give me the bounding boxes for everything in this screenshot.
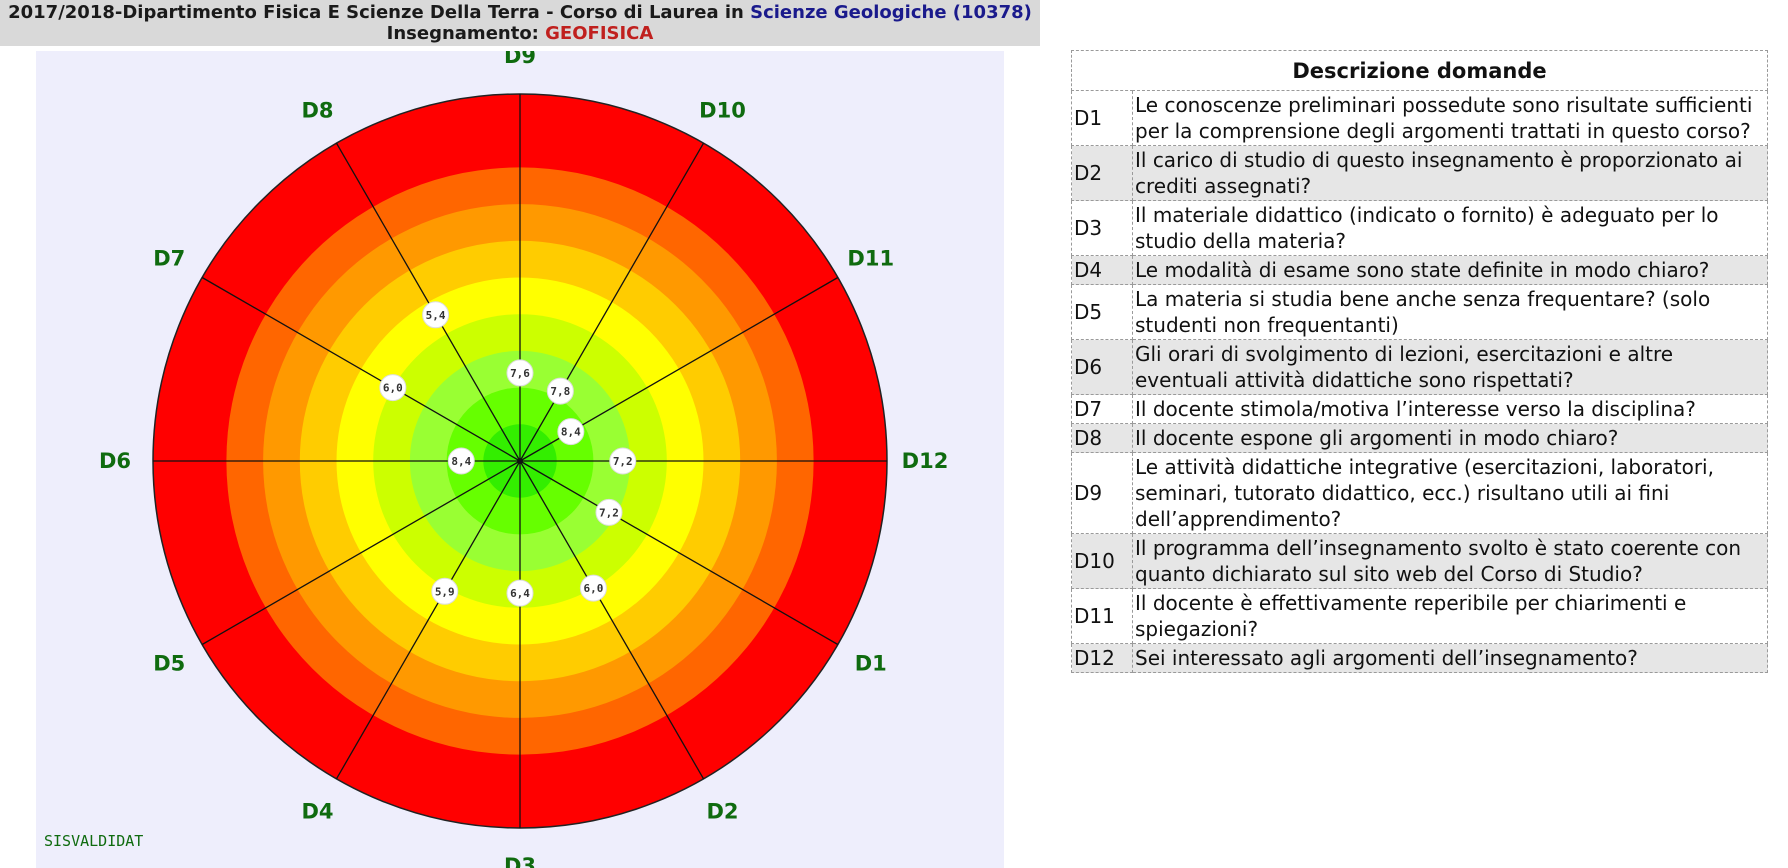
value-marker bbox=[546, 377, 574, 405]
questions-table-title: Descrizione domande bbox=[1071, 50, 1768, 91]
value-label: 5,9 bbox=[435, 585, 455, 598]
axis-label: D5 bbox=[153, 652, 185, 676]
axis-line bbox=[519, 460, 839, 646]
value-label: 5,4 bbox=[426, 309, 446, 322]
question-text: Le attività didattiche integrative (eser… bbox=[1132, 452, 1768, 534]
question-row: D7 Il docente stimola/motiva l’interesse … bbox=[1071, 394, 1768, 424]
value-label: 6,0 bbox=[583, 582, 603, 595]
axis-label: D10 bbox=[699, 98, 746, 122]
subject-label: Insegnamento: bbox=[386, 23, 546, 44]
question-code: D3 bbox=[1071, 200, 1133, 256]
axis-label: D6 bbox=[99, 449, 131, 473]
axis-line bbox=[519, 142, 705, 462]
questions-table: Descrizione domande D1 Le conoscenze prel… bbox=[1071, 50, 1768, 673]
value-marker bbox=[506, 579, 534, 607]
axis-label: D11 bbox=[847, 247, 894, 271]
value-marker bbox=[557, 418, 585, 446]
question-code: D10 bbox=[1071, 533, 1133, 589]
value-label: 8,4 bbox=[561, 426, 581, 439]
axis-line bbox=[335, 460, 521, 780]
question-text: La materia si studia bene anche senza fr… bbox=[1132, 284, 1768, 340]
question-row: D3 Il materiale didattico (indicato o for… bbox=[1071, 200, 1768, 256]
question-code: D8 bbox=[1071, 423, 1133, 453]
question-text: Il docente espone gli argomenti in modo … bbox=[1132, 423, 1768, 453]
question-row: D6 Gli orari di svolgimento di lezioni, e… bbox=[1071, 339, 1768, 395]
question-code: D11 bbox=[1071, 588, 1133, 644]
question-code: D6 bbox=[1071, 339, 1133, 395]
header-course-line: 2017/2018-Dipartimento Fisica E Scienze … bbox=[0, 0, 1040, 23]
value-label: 7,2 bbox=[599, 506, 619, 519]
header-subject-line: Insegnamento: GEOFISICA bbox=[0, 23, 1040, 44]
question-code: D9 bbox=[1071, 452, 1133, 534]
axis-label: D8 bbox=[301, 98, 333, 122]
header-prefix: 2017/2018-Dipartimento Fisica E Scienze … bbox=[8, 2, 751, 23]
question-row: D9 Le attività didattiche integrative (es… bbox=[1071, 452, 1768, 534]
axis-line bbox=[335, 142, 521, 462]
radar-chart: D1 D2 D3 D4 D5 D6 D7 D8 D9 D10 D11 D12 7,2 6,0 6,4 5,9 8… bbox=[99, 51, 949, 868]
value-marker bbox=[579, 574, 607, 602]
question-code: D4 bbox=[1071, 255, 1133, 285]
value-marker bbox=[609, 447, 637, 475]
question-row: D4 Le modalità di esame sono state defini… bbox=[1071, 255, 1768, 285]
question-code: D5 bbox=[1071, 284, 1133, 340]
value-label: 7,8 bbox=[550, 385, 570, 398]
value-marker bbox=[506, 359, 534, 387]
radar-chart-panel: D1 D2 D3 D4 D5 D6 D7 D8 D9 D10 D11 D12 7,2 6,0 6,4 5,9 8… bbox=[36, 51, 1004, 868]
value-label: 6,4 bbox=[510, 587, 530, 600]
question-code: D12 bbox=[1071, 643, 1133, 673]
question-text: Il programma dell’insegnamento svolto è … bbox=[1132, 533, 1768, 589]
value-marker bbox=[431, 577, 459, 605]
course-name[interactable]: Scienze Geologiche (10378) bbox=[750, 2, 1032, 23]
questions-table-body: D1 Le conoscenze preliminari possedute so… bbox=[1071, 90, 1768, 673]
value-label: 6,0 bbox=[383, 382, 403, 395]
subject-name: GEOFISICA bbox=[545, 23, 654, 44]
value-marker bbox=[422, 301, 450, 329]
question-text: Le conoscenze preliminari possedute sono… bbox=[1132, 90, 1768, 146]
brand-label: SISVALDIDAT bbox=[44, 832, 144, 850]
page-header: 2017/2018-Dipartimento Fisica E Scienze … bbox=[0, 0, 1040, 46]
question-row: D1 Le conoscenze preliminari possedute so… bbox=[1071, 90, 1768, 146]
axis-label: D1 bbox=[855, 652, 887, 676]
question-row: D12 Sei interessato agli argomenti dell’i… bbox=[1071, 643, 1768, 673]
question-text: Il carico di studio di questo insegnamen… bbox=[1132, 145, 1768, 201]
question-text: Le modalità di esame sono state definite… bbox=[1132, 255, 1768, 285]
question-text: Gli orari di svolgimento di lezioni, ese… bbox=[1132, 339, 1768, 395]
value-label: 7,6 bbox=[510, 367, 530, 380]
question-text: Il docente stimola/motiva l’interesse ve… bbox=[1132, 394, 1768, 424]
question-row: D5 La materia si studia bene anche senza … bbox=[1071, 284, 1768, 340]
value-marker bbox=[379, 374, 407, 402]
value-marker bbox=[447, 447, 475, 475]
question-code: D7 bbox=[1071, 394, 1133, 424]
axis-line bbox=[519, 460, 705, 780]
axis-line bbox=[201, 460, 521, 646]
question-text: Il materiale didattico (indicato o forni… bbox=[1132, 200, 1768, 256]
center-dot bbox=[517, 458, 523, 464]
axis-label: D9 bbox=[504, 51, 536, 68]
axis-label: D2 bbox=[706, 800, 738, 824]
question-code: D1 bbox=[1071, 90, 1133, 146]
axis-label: D3 bbox=[504, 854, 536, 868]
axis-line bbox=[201, 276, 521, 462]
question-row: D11 Il docente è effettivamente reperibil… bbox=[1071, 588, 1768, 644]
axis-label: D4 bbox=[301, 800, 333, 824]
question-text: Sei interessato agli argomenti dell’inse… bbox=[1132, 643, 1768, 673]
question-row: D8 Il docente espone gli argomenti in mod… bbox=[1071, 423, 1768, 453]
value-label: 8,4 bbox=[451, 455, 471, 468]
question-code: D2 bbox=[1071, 145, 1133, 201]
value-marker bbox=[595, 498, 623, 526]
question-row: D2 Il carico di studio di questo insegnam… bbox=[1071, 145, 1768, 201]
axis-label: D7 bbox=[153, 247, 185, 271]
question-row: D10 Il programma dell’insegnamento svolto… bbox=[1071, 533, 1768, 589]
value-label: 7,2 bbox=[613, 455, 633, 468]
axis-label: D12 bbox=[902, 449, 949, 473]
question-text: Il docente è effettivamente reperibile p… bbox=[1132, 588, 1768, 644]
